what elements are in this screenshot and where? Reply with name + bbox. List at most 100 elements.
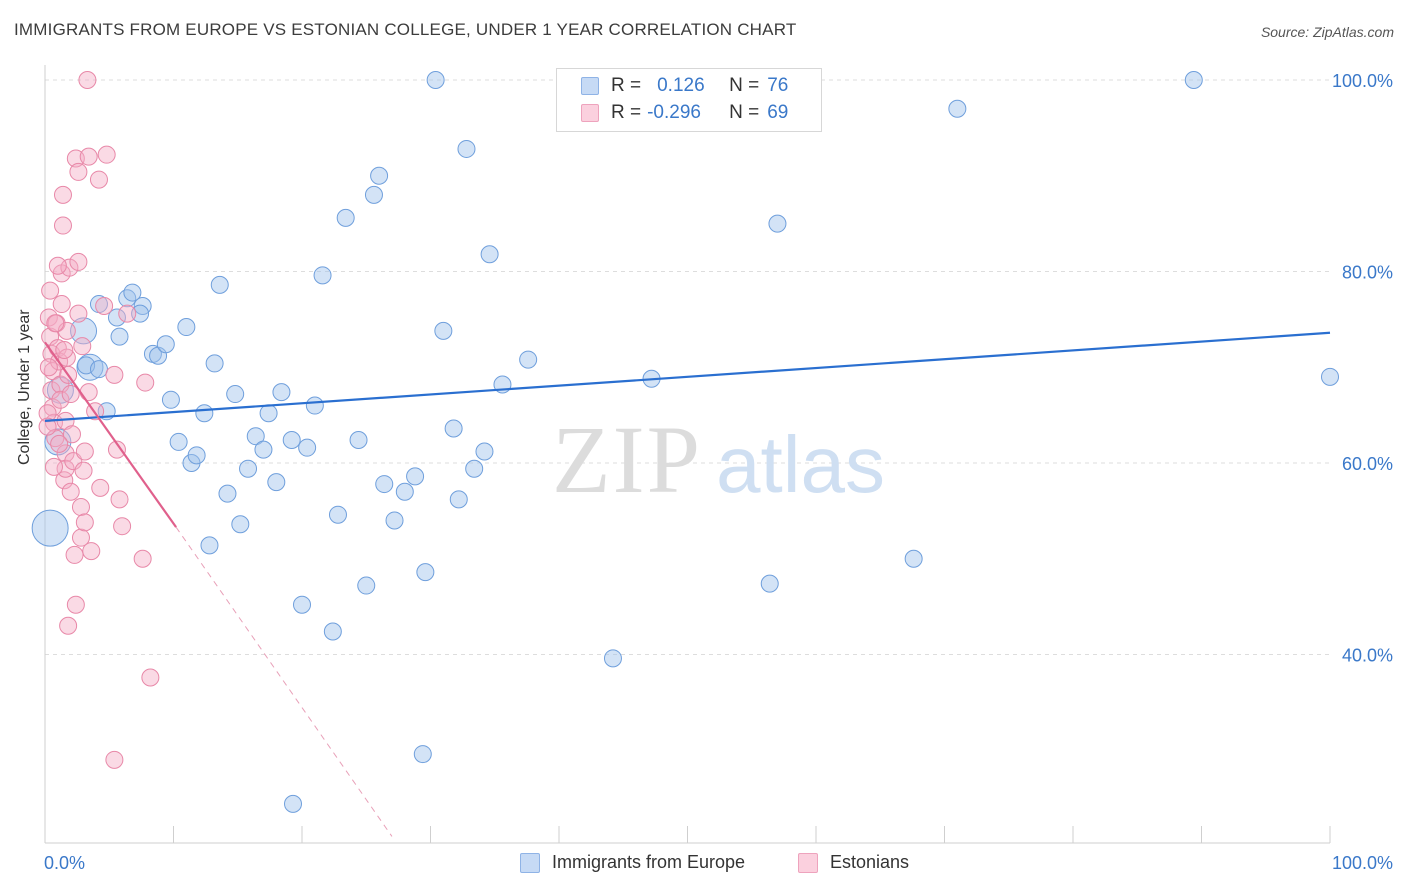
data-point (61, 385, 80, 404)
legend-n-value: 76 (767, 75, 789, 96)
legend-swatch-estonians (798, 852, 818, 873)
data-point (59, 616, 78, 635)
data-point (38, 417, 57, 436)
data-point (323, 622, 342, 641)
data-point (69, 252, 88, 271)
data-point (282, 431, 301, 450)
data-point (39, 358, 58, 377)
data-point (195, 404, 214, 423)
x-tick-label: 100.0% (1332, 853, 1393, 873)
data-point (53, 216, 72, 235)
data-point (904, 549, 923, 568)
data-point (336, 208, 355, 227)
data-point (364, 185, 383, 204)
data-point (169, 432, 188, 451)
legend-label-estonians: Estonians (830, 852, 910, 872)
data-point (259, 404, 278, 423)
data-point (133, 549, 152, 568)
y-tick-label: 40.0% (1342, 646, 1393, 666)
data-point (107, 440, 126, 459)
grid-lines (45, 79, 1330, 655)
data-point (60, 258, 79, 277)
data-point (413, 745, 432, 764)
data-point (187, 446, 206, 465)
data-point (226, 385, 245, 404)
data-point (69, 304, 88, 323)
legend-r-value: 0.126 (657, 75, 705, 96)
watermark-zip: ZIP (552, 406, 702, 513)
legend-label-europe: Immigrants from Europe (552, 852, 746, 872)
data-point (51, 390, 70, 409)
legend-swatch-estonians (581, 104, 599, 122)
data-point (768, 214, 787, 233)
data-point (434, 321, 453, 340)
data-point (75, 513, 94, 532)
chart-title: IMMIGRANTS FROM EUROPE VS ESTONIAN COLLE… (14, 20, 797, 39)
data-point (349, 431, 368, 450)
data-point (66, 595, 85, 614)
data-point (298, 438, 317, 457)
data-point (62, 425, 81, 444)
data-point (70, 317, 98, 345)
data-point (177, 318, 196, 337)
data-point (156, 335, 175, 354)
legend-row-europe: R = 0.126 N = 76 (581, 74, 788, 98)
legend-r-label: R = (611, 75, 642, 96)
data-point (56, 444, 75, 463)
data-point (61, 482, 80, 501)
data-point (91, 478, 110, 497)
data-point (89, 170, 108, 189)
data-point (73, 337, 92, 356)
y-tick-label: 80.0% (1342, 263, 1393, 283)
data-point (239, 459, 258, 478)
data-point (110, 490, 129, 509)
data-point (603, 649, 622, 668)
data-point (79, 383, 98, 402)
data-point (231, 515, 250, 534)
data-point (210, 275, 229, 294)
data-point (89, 360, 108, 379)
data-point (69, 162, 88, 181)
data-point (948, 99, 967, 118)
data-point (1321, 367, 1339, 386)
data-point (218, 484, 237, 503)
data-point (95, 296, 114, 315)
tick-labels: 40.0% 60.0% 80.0% 100.0% 0.0% 100.0% (44, 71, 1393, 873)
data-point (41, 281, 60, 300)
data-point (107, 308, 126, 327)
data-point (31, 509, 69, 547)
legend-r-label: R = (611, 102, 642, 123)
data-point (110, 327, 129, 346)
data-point (74, 461, 93, 480)
data-point (205, 354, 224, 373)
data-point (357, 576, 376, 595)
y-axis-label: College, Under 1 year (16, 309, 33, 465)
data-point (105, 750, 124, 769)
data-point (267, 473, 286, 492)
legend-row-estonians: R = -0.296 N = 69 (581, 101, 788, 125)
data-point (385, 511, 404, 530)
y-tick-label: 60.0% (1342, 454, 1393, 474)
data-point (44, 428, 72, 456)
data-point (136, 373, 155, 392)
data-point (113, 517, 132, 536)
data-point (65, 545, 84, 564)
data-point (48, 256, 67, 275)
legend-n-value: 69 (767, 102, 789, 123)
correlation-legend: R = 0.126 N = 76 R = -0.296 N = 69 (556, 68, 822, 132)
trend-line-europe (44, 331, 1331, 422)
data-point (43, 398, 62, 417)
legend-swatch-europe (520, 852, 540, 873)
legend-n-label: N = (729, 102, 760, 123)
data-point (284, 794, 303, 813)
data-point (475, 442, 494, 461)
data-point (416, 563, 435, 582)
data-point (79, 147, 98, 166)
data-point (1184, 71, 1203, 89)
data-point (71, 498, 90, 517)
legend-item-europe: Immigrants from Europe (520, 852, 745, 873)
watermark-atlas: atlas (716, 420, 885, 509)
data-point (465, 459, 484, 478)
data-point (123, 283, 142, 302)
